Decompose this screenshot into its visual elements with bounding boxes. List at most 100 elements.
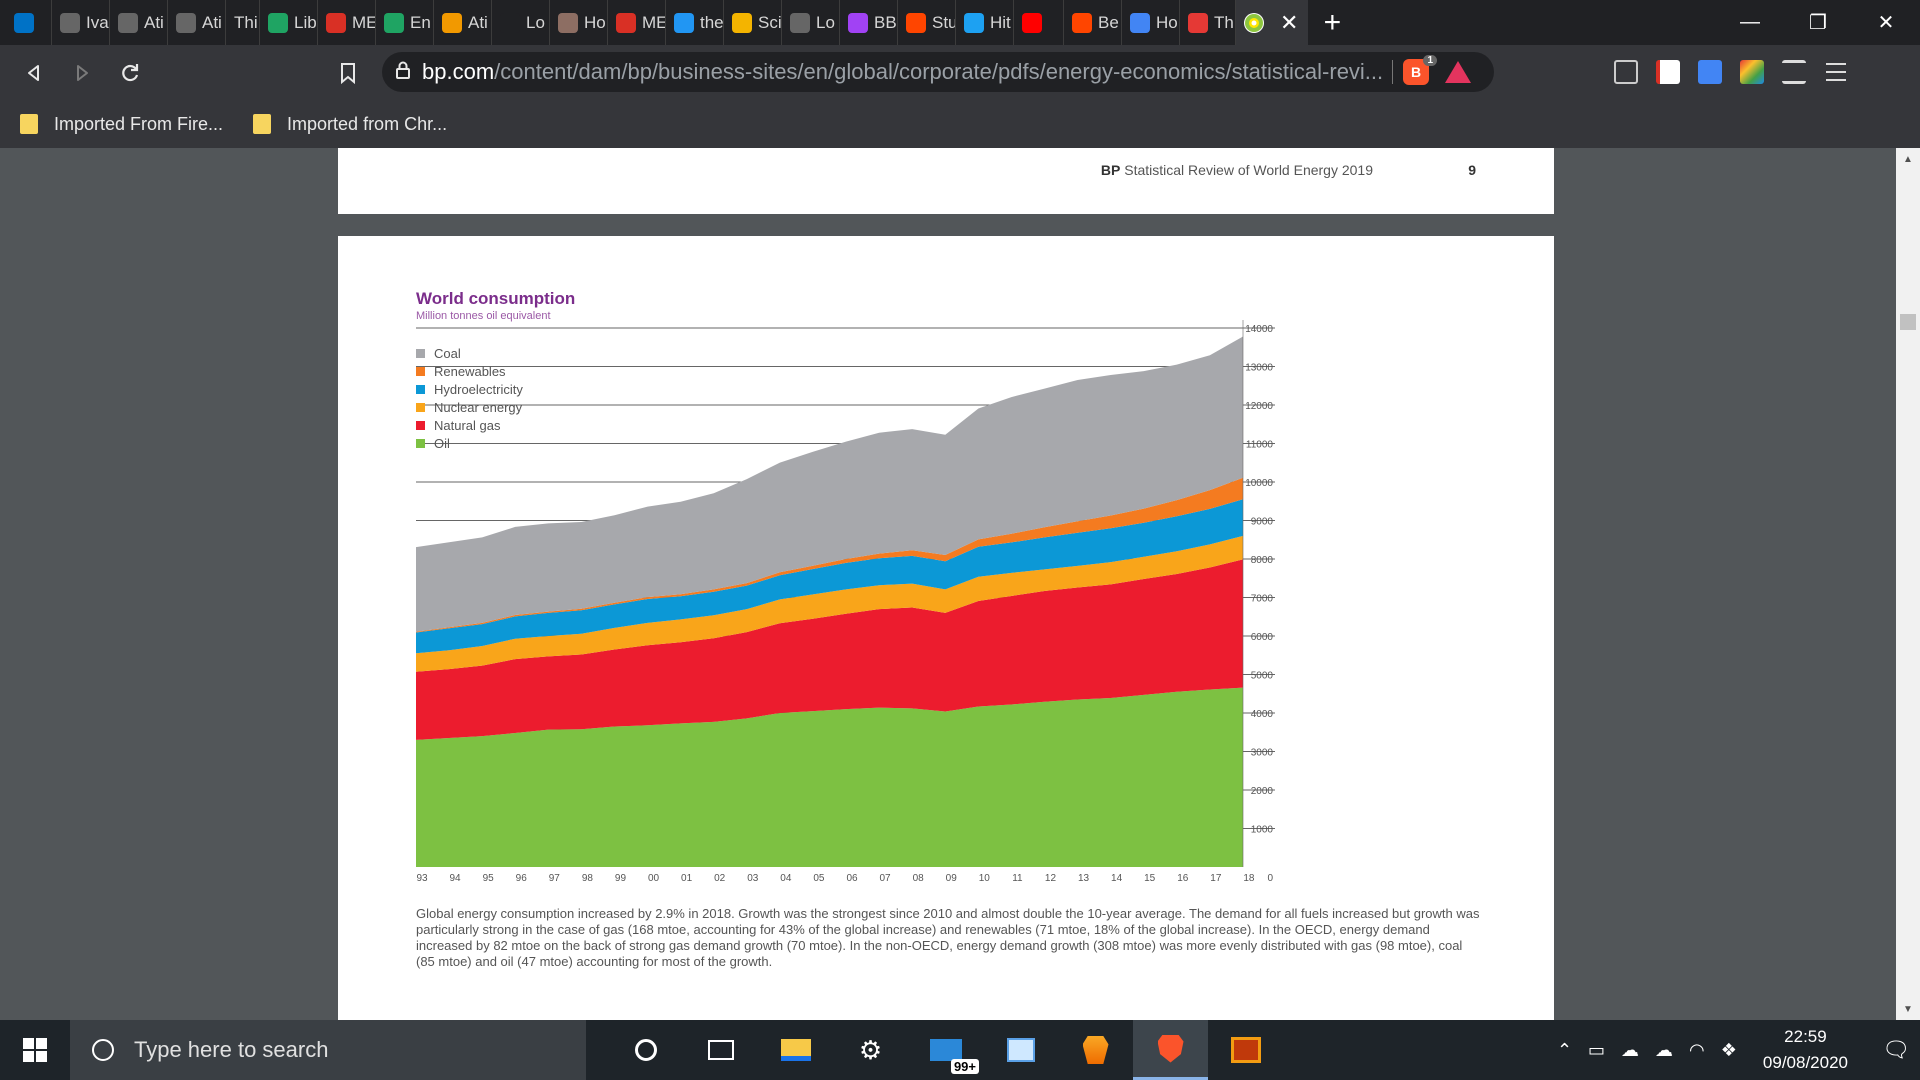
sci-icon	[732, 12, 752, 33]
browser-tab[interactable]: BB	[840, 0, 898, 45]
x-tick-label: 13	[1078, 873, 1090, 884]
media-controls-icon[interactable]	[1782, 60, 1806, 84]
system-clock[interactable]: 22:59 09/08/2020	[1763, 1024, 1848, 1076]
browser-tab[interactable]: Iva	[52, 0, 110, 45]
reddit-icon	[1072, 12, 1092, 33]
browser-tab[interactable]: the	[666, 0, 724, 45]
bookmark-label: Imported From Fire...	[54, 113, 224, 134]
browser-tab[interactable]: Ati	[434, 0, 492, 45]
browser-tab[interactable]: ME	[318, 0, 376, 45]
file-explorer-button[interactable]	[758, 1020, 833, 1080]
task-view-button[interactable]	[683, 1020, 758, 1080]
folder-icon	[253, 114, 272, 134]
browser-tab[interactable]: Lib	[260, 0, 318, 45]
browser-tab[interactable]	[1014, 0, 1064, 45]
browser-tab[interactable]	[0, 0, 52, 45]
tab-label: Ati	[202, 12, 222, 32]
x-tick-label: 15	[1144, 873, 1156, 884]
tab-label: Hit	[990, 12, 1011, 32]
settings-button[interactable]: ⚙	[833, 1020, 908, 1080]
bookmark-folder-firefox[interactable]: Imported From Fire...	[20, 114, 223, 135]
x-tick-label: 04	[780, 873, 792, 884]
mail-button[interactable]: 99+	[908, 1020, 983, 1080]
cortana-button[interactable]	[608, 1020, 683, 1080]
calculator-button[interactable]	[983, 1020, 1058, 1080]
scrollbar-thumb[interactable]	[1900, 314, 1916, 330]
minimize-button[interactable]: —	[1740, 11, 1760, 33]
browser-tab[interactable]: Th	[1180, 0, 1236, 45]
color-picker-extension-icon[interactable]	[1740, 60, 1764, 84]
area-hydroelectricity	[416, 499, 1243, 654]
dropbox-icon[interactable]: ❖	[1720, 1039, 1737, 1060]
bookmark-folder-chrome[interactable]: Imported from Chr...	[253, 114, 447, 135]
translate-extension-icon[interactable]	[1698, 60, 1722, 84]
active-tab[interactable]: ✕	[1236, 0, 1309, 45]
browser-tab[interactable]: Thi	[226, 0, 260, 45]
browser-tab[interactable]: ME	[608, 0, 666, 45]
scroll-down-arrow[interactable]: ▼	[1903, 1003, 1913, 1015]
gear-icon: ⚙	[858, 1034, 883, 1065]
restore-button[interactable]: ❐	[1809, 12, 1827, 34]
browser-tab[interactable]: Sci	[724, 0, 782, 45]
menu-icon[interactable]	[1824, 60, 1848, 84]
start-button[interactable]	[0, 1020, 70, 1080]
taskbar-apps: ⚙ 99+	[608, 1020, 1283, 1080]
x-tick-label: 93	[416, 873, 428, 884]
x-tick-label: 10	[979, 873, 991, 884]
brave-browser-button[interactable]	[1133, 1020, 1208, 1080]
reload-button[interactable]	[108, 51, 152, 95]
pdf-viewer[interactable]: BP Statistical Review of World Energy 20…	[0, 148, 1920, 1020]
tab-label: Lib	[294, 12, 317, 32]
lock-icon	[396, 61, 410, 84]
cloud-sync-icon[interactable]: ☁	[1655, 1039, 1674, 1060]
browser-tab[interactable]: Lo	[492, 0, 550, 45]
new-tab-button[interactable]: +	[1323, 5, 1342, 39]
y-tick-label: 2000	[1251, 786, 1274, 797]
tab-label: Th	[1214, 12, 1234, 32]
taskbar-search-box[interactable]: Type here to search	[70, 1020, 586, 1080]
wifi-icon[interactable]: ◠	[1689, 1039, 1705, 1060]
mail-badge: 99+	[950, 1059, 979, 1074]
browser-tab[interactable]: En	[376, 0, 434, 45]
browser-tab[interactable]: Ati	[168, 0, 226, 45]
legend-item: Hydroelectricity	[416, 380, 523, 398]
x-tick-label: 0	[1267, 873, 1273, 884]
browser-tab[interactable]: Be	[1064, 0, 1122, 45]
brave-rewards-icon[interactable]	[1445, 61, 1471, 83]
header-brand: BP	[1100, 162, 1121, 178]
url-text[interactable]: bp.com/content/dam/bp/business-sites/en/…	[422, 59, 1382, 85]
battery-icon[interactable]: ▭	[1588, 1039, 1606, 1060]
x-tick-label: 09	[946, 873, 958, 884]
browser-tab[interactable]: Ho	[550, 0, 608, 45]
chevron-up-icon[interactable]: ⌃	[1556, 1039, 1573, 1060]
legend-item: Oil	[416, 434, 523, 452]
forward-button[interactable]	[60, 51, 104, 95]
browser-tab[interactable]: Hit	[956, 0, 1014, 45]
back-button[interactable]	[12, 51, 56, 95]
reader-mode-icon[interactable]	[1614, 60, 1638, 84]
browser-tab[interactable]: Lo	[782, 0, 840, 45]
pdf-extension-icon[interactable]	[1656, 60, 1680, 84]
window-controls: — ❐ ✕	[1716, 0, 1920, 45]
legend-label: Natural gas	[434, 417, 501, 433]
y-tick-label: 1000	[1251, 825, 1274, 836]
browser-tab[interactable]: Ati	[110, 0, 168, 45]
onedrive-icon[interactable]: ☁	[1621, 1039, 1640, 1060]
x-tick-label: 01	[681, 873, 693, 884]
tab-label: En	[410, 12, 431, 32]
scroll-up-arrow[interactable]: ▲	[1903, 153, 1913, 165]
browser-tab[interactable]: Stu	[898, 0, 956, 45]
address-bar[interactable]: bp.com/content/dam/bp/business-sites/en/…	[382, 52, 1494, 92]
close-window-button[interactable]: ✕	[1877, 12, 1895, 34]
toolbox-button[interactable]	[1058, 1020, 1133, 1080]
y-tick-label: 14000	[1245, 324, 1273, 335]
tab-label: Be	[1098, 12, 1119, 32]
notifications-icon[interactable]: 🗨	[1882, 1037, 1910, 1062]
close-tab-icon[interactable]: ✕	[1280, 9, 1299, 35]
youtube-icon	[1022, 12, 1042, 33]
vertical-scrollbar[interactable]: ▲ ▼	[1896, 148, 1920, 1020]
browser-tab[interactable]: Ho	[1122, 0, 1180, 45]
presentation-app-button[interactable]	[1208, 1020, 1283, 1080]
bookmark-page-button[interactable]	[326, 51, 370, 95]
